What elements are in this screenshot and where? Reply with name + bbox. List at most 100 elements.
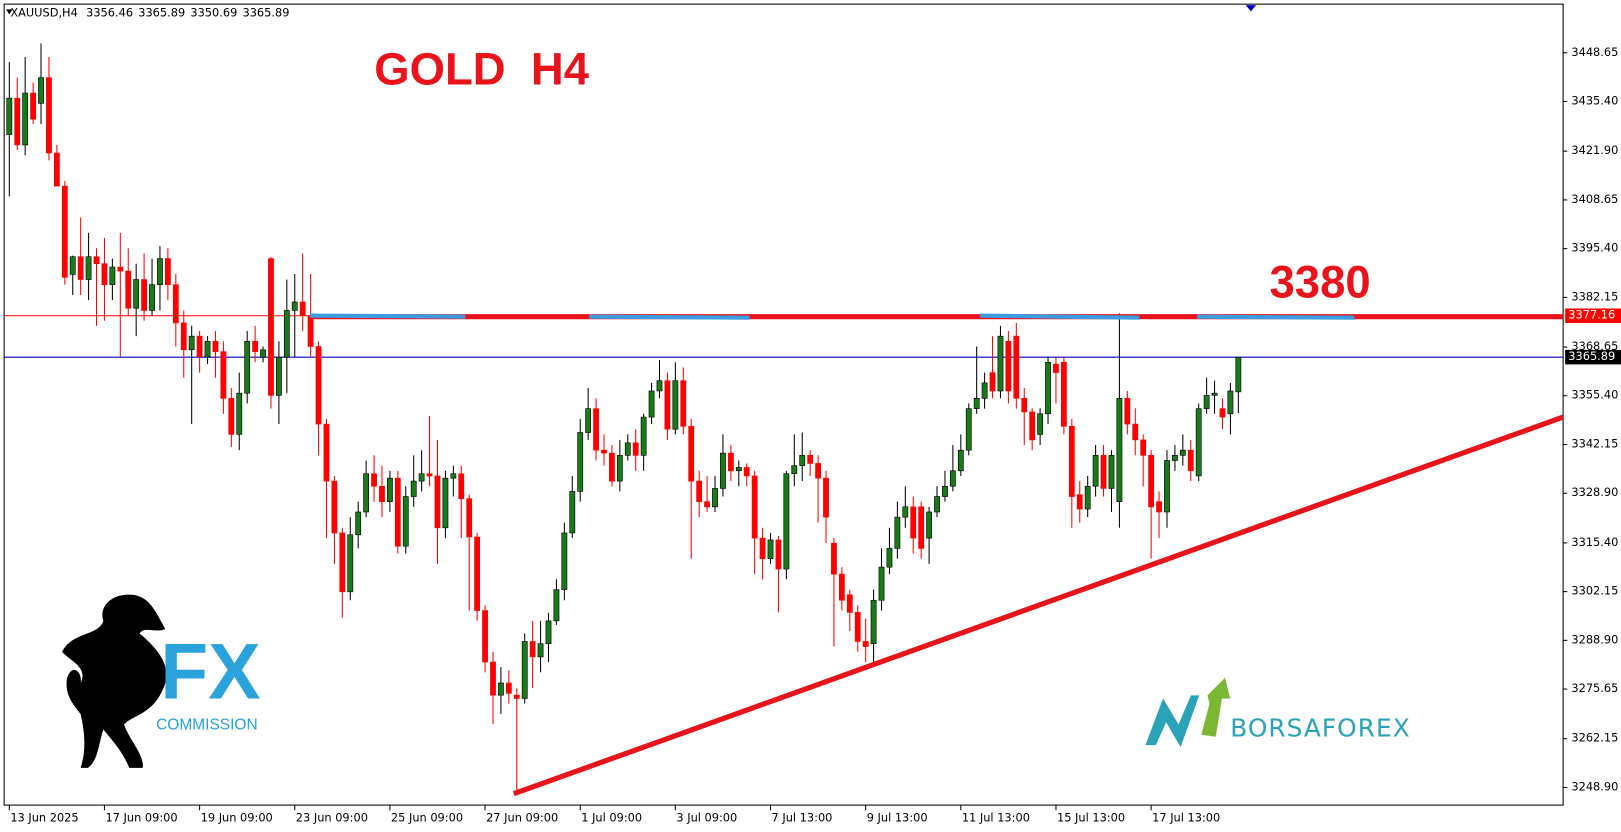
candle-body	[252, 341, 259, 352]
candle-body	[355, 511, 362, 536]
candle-body	[609, 452, 615, 482]
chart-title: GOLD H4	[374, 43, 589, 94]
x-tick-label: 19 Jun 09:00	[201, 811, 273, 825]
candle-body	[141, 279, 147, 311]
candle-body	[672, 380, 679, 430]
candle-body	[585, 408, 592, 433]
candle-body	[1084, 485, 1091, 510]
candle-body	[418, 473, 425, 482]
candle-body	[807, 455, 814, 464]
candle-body	[854, 612, 861, 642]
candle-body	[838, 573, 845, 601]
candle-body	[862, 641, 869, 647]
y-tick-label: 3355.40	[1571, 388, 1618, 402]
candle-body	[22, 92, 29, 146]
x-tick-label: 11 Jul 13:00	[962, 811, 1030, 825]
x-tick-label: 9 Jul 13:00	[867, 811, 928, 825]
y-tick-label: 3275.65	[1571, 681, 1618, 695]
candle-body	[656, 380, 663, 392]
header: XAUUSD,H4 3356.46 3365.89 3350.69 3365.89	[10, 5, 289, 19]
candle-body	[149, 284, 155, 311]
candle-body	[1172, 455, 1178, 461]
candle-body	[553, 589, 560, 622]
candle-body	[680, 380, 687, 427]
candle-body	[196, 335, 203, 358]
candle-body	[1045, 361, 1051, 415]
candle-body	[434, 475, 441, 529]
candle-body	[989, 372, 996, 392]
candle-body	[616, 455, 623, 482]
candle-body	[696, 480, 703, 502]
candle-body	[291, 301, 298, 311]
candle-body	[775, 539, 782, 570]
candle-body	[712, 488, 718, 508]
x-tick-label: 15 Jul 13:00	[1057, 811, 1125, 825]
candle-body	[513, 694, 520, 699]
annotation: 3380	[1270, 257, 1371, 308]
axes: 3448.65 3435.40 3421.90 3408.65 3395.40 3382.…	[4, 45, 1621, 825]
candle-body	[981, 382, 988, 399]
candle-body	[791, 465, 798, 475]
candle-body	[77, 256, 84, 280]
candle-body	[410, 480, 417, 497]
candle-body	[347, 534, 354, 593]
candle-body	[331, 480, 338, 534]
candle-body	[545, 620, 552, 644]
logo-subtext: COMMISSION	[156, 717, 258, 734]
candle-body	[93, 256, 100, 265]
candle-body	[482, 610, 488, 663]
candle-body	[125, 270, 132, 309]
candle-body	[878, 566, 885, 601]
candle-body	[727, 452, 734, 472]
candle-body	[307, 315, 314, 347]
candle-body	[926, 511, 932, 539]
y-tick-label: 3288.90	[1571, 632, 1618, 646]
candle-body	[521, 641, 528, 699]
candle-body	[688, 425, 695, 482]
candle-body	[323, 423, 330, 482]
candle-body	[664, 380, 671, 430]
candle-body	[1140, 439, 1147, 456]
high: 3365.89	[138, 5, 185, 19]
candle-body	[823, 477, 829, 518]
candle-body	[38, 77, 44, 104]
candle-body	[957, 449, 964, 472]
resistance-touch	[589, 314, 750, 320]
candle-body	[624, 442, 631, 456]
candle-body	[1029, 411, 1036, 441]
candle-body	[815, 463, 821, 479]
plot-frame	[3, 3, 1564, 806]
level-label: 3377.16	[1568, 308, 1615, 322]
y-tick-label: 3408.65	[1571, 192, 1618, 206]
x-tick-label: 23 Jun 09:00	[296, 811, 368, 825]
candle-body	[1148, 455, 1155, 508]
candle-body	[569, 491, 576, 534]
candle-body	[466, 498, 473, 538]
candle-body	[965, 408, 972, 451]
candle-body	[402, 496, 409, 547]
candle-body	[743, 467, 750, 477]
y-tick-label: 3315.40	[1571, 535, 1618, 549]
resistance-touch	[310, 313, 466, 319]
candle-body	[1132, 423, 1139, 441]
candle-body	[371, 473, 377, 487]
candle-body	[101, 263, 108, 285]
candle-body	[918, 506, 925, 549]
logo-fx: FX COMMISSION	[62, 594, 261, 768]
candle-body	[61, 185, 68, 278]
candle-body	[894, 516, 901, 549]
candle-body	[117, 266, 124, 272]
candle-body	[759, 537, 766, 560]
symbol: XAUUSD,H4	[10, 5, 77, 19]
candle-body	[46, 77, 52, 154]
candle-body	[1013, 335, 1020, 399]
candle-body	[1037, 413, 1044, 435]
y-tick-label: 3435.40	[1571, 94, 1618, 108]
logo-borsaforex: BORSAFOREX	[1145, 677, 1410, 748]
logo-icon	[1145, 695, 1200, 748]
candle-body	[53, 152, 60, 187]
candle-body	[1164, 460, 1170, 513]
candle-body	[260, 349, 266, 358]
candle-body	[1124, 398, 1131, 425]
